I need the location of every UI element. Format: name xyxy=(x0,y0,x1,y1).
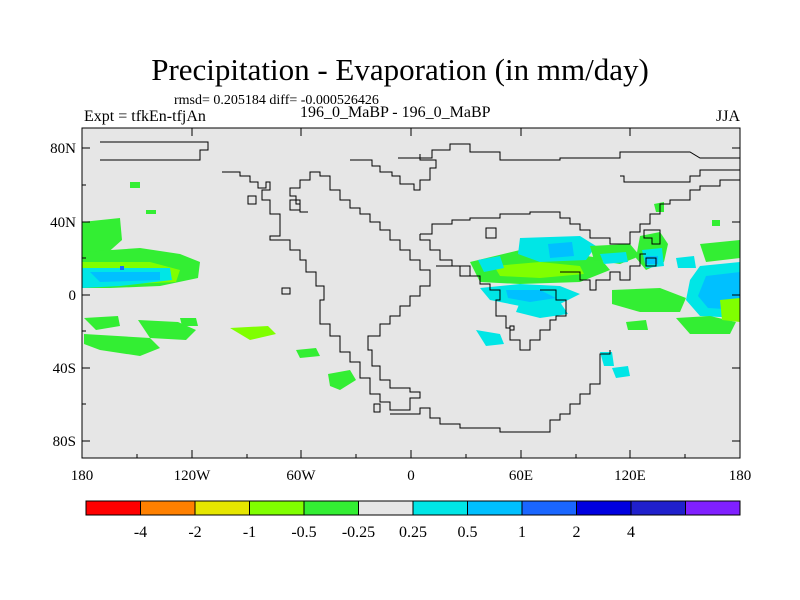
coastline xyxy=(247,195,257,205)
colorbar xyxy=(85,500,741,516)
colorbar-swatch xyxy=(685,500,741,516)
field-patch xyxy=(180,318,198,326)
colorbar-swatch xyxy=(576,500,632,516)
coastline xyxy=(100,141,209,161)
coastline xyxy=(509,325,515,331)
coastline xyxy=(222,171,431,411)
field-patch xyxy=(84,316,120,330)
anomaly-fields xyxy=(82,182,740,390)
colorbar-swatch xyxy=(140,500,196,516)
coastline xyxy=(373,403,381,413)
lat-tick-label: 80N xyxy=(50,141,76,157)
colorbar-label: 1 xyxy=(518,524,526,541)
lon-tick-label: 120E xyxy=(614,468,646,484)
colorbar-swatch xyxy=(249,500,305,516)
field-patch xyxy=(146,210,156,214)
experiment-label: Expt = tfkEn-tfjAn xyxy=(84,108,206,125)
coastline xyxy=(390,350,611,433)
lon-tick-label: 180 xyxy=(729,468,752,484)
lat-tick-label: 40S xyxy=(53,361,76,377)
colorbar-label: -1 xyxy=(243,524,256,541)
coastline xyxy=(645,257,657,267)
colorbar-label: -2 xyxy=(188,524,201,541)
coastline xyxy=(398,143,740,161)
field-patch xyxy=(120,266,124,270)
coastline xyxy=(643,229,661,245)
field-patch xyxy=(130,182,140,188)
field-patch xyxy=(296,348,320,358)
colorbar-label: 2 xyxy=(573,524,581,541)
colorbar-label: 4 xyxy=(627,524,635,541)
coastlines xyxy=(100,141,740,433)
colorbar-swatch xyxy=(303,500,359,516)
coastline xyxy=(560,253,646,291)
field-patch xyxy=(600,252,628,264)
coastline xyxy=(289,199,301,211)
coastline xyxy=(419,234,567,351)
lat-tick-label: 40N xyxy=(50,215,76,231)
lat-tick-label: 0 xyxy=(69,288,77,304)
axis-ticks xyxy=(81,128,741,458)
season-label: JJA xyxy=(715,108,740,125)
colorbar-swatch xyxy=(358,500,414,516)
colorbar-swatch xyxy=(467,500,523,516)
field-patch xyxy=(478,256,504,272)
map-title: Precipitation - Evaporation (in mm/day) xyxy=(151,52,649,87)
stats-line: rmsd= 0.205184 diff= -0.000526426 xyxy=(174,93,379,108)
field-patch xyxy=(476,330,504,346)
field-patch xyxy=(328,370,356,390)
field-patch xyxy=(612,366,630,378)
colorbar-labels: -4 -2 -1 -0.5 -0.25 0.25 0.5 1 2 4 xyxy=(134,524,635,541)
colorbar-swatch xyxy=(521,500,577,516)
field-patch xyxy=(516,302,568,318)
colorbar-swatch xyxy=(412,500,468,516)
lat-tick-label: 80S xyxy=(53,434,76,450)
field-patch xyxy=(676,316,736,334)
field-patch xyxy=(700,240,740,262)
field-patch xyxy=(612,288,686,312)
field-patch xyxy=(138,320,196,340)
field-patch xyxy=(676,256,696,268)
colorbar-label: 0.5 xyxy=(458,524,478,541)
lon-tick-label: 120W xyxy=(174,468,212,484)
colorbar-swatch xyxy=(85,500,141,516)
colorbar-label: -4 xyxy=(134,524,147,541)
coastline xyxy=(436,265,470,277)
field-patch xyxy=(712,220,720,226)
cases-label: 196_0_MaBP - 196_0_MaBP xyxy=(300,104,491,121)
colorbar-label: -0.5 xyxy=(291,524,316,541)
lon-labels: 180 120W 60W 0 60E 120E 180 xyxy=(71,468,752,484)
field-patch xyxy=(720,298,740,322)
field-patch xyxy=(494,262,584,278)
coastline xyxy=(350,154,437,191)
colorbar-swatch xyxy=(630,500,686,516)
field-patch xyxy=(90,272,160,282)
colorbar-swatch xyxy=(194,500,250,516)
lon-tick-label: 60W xyxy=(286,468,316,484)
field-patch xyxy=(84,334,160,356)
field-patch xyxy=(626,320,648,330)
lat-labels: 80N 40N 0 40S 80S xyxy=(50,141,76,450)
field-patch xyxy=(82,218,122,256)
field-patch xyxy=(230,326,276,340)
coastline xyxy=(281,287,291,295)
field-patch xyxy=(506,290,556,302)
colorbar-label: 0.25 xyxy=(399,524,427,541)
colorbar-label: -0.25 xyxy=(342,524,375,541)
coastline xyxy=(620,169,740,183)
coastline xyxy=(420,179,740,245)
lon-tick-label: 60E xyxy=(509,468,533,484)
lon-tick-label: 180 xyxy=(71,468,94,484)
coastline xyxy=(485,227,497,239)
field-patch xyxy=(548,242,574,258)
field-patch xyxy=(600,352,614,366)
lon-tick-label: 0 xyxy=(407,468,415,484)
